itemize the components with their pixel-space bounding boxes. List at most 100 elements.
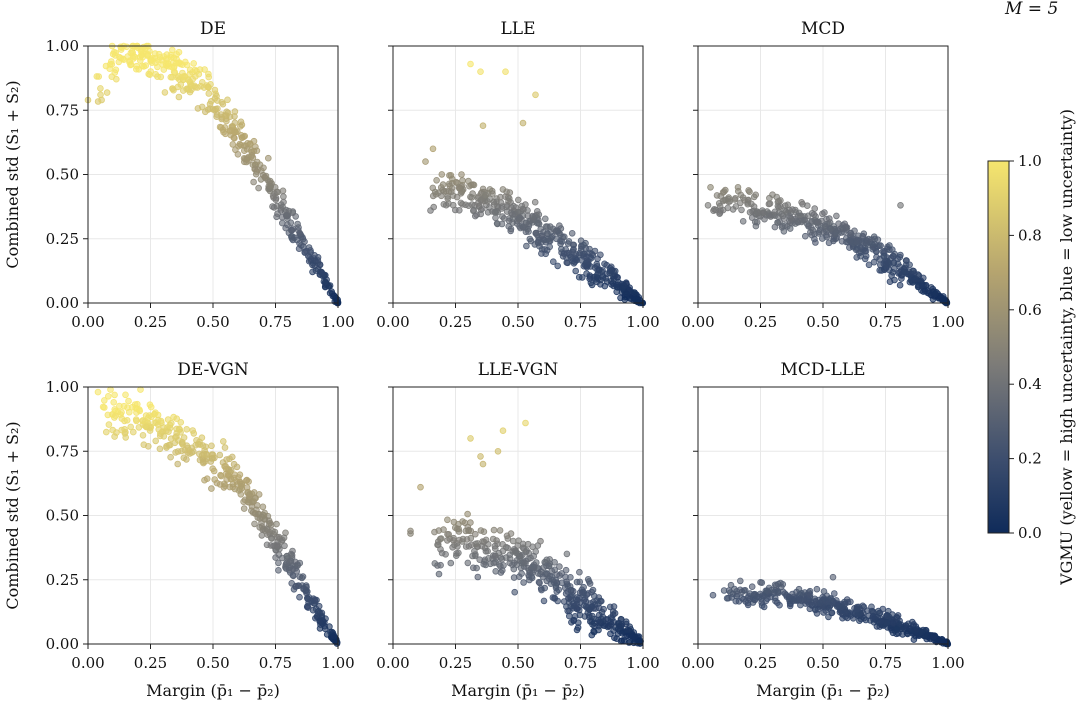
- scatter-point: [174, 460, 182, 468]
- scatter-point: [580, 241, 587, 249]
- scatter-point: [435, 570, 443, 578]
- y-tick-label: 0.00: [46, 635, 79, 653]
- scatter-point: [554, 262, 561, 270]
- scatter-point: [857, 252, 864, 260]
- scatter-point: [254, 166, 262, 173]
- scatter-point: [169, 74, 176, 81]
- scatter-point: [479, 460, 487, 468]
- panel-de-vgn: 0.000.00 0.25 0.25 0.50 0.50 0.75 0.75 1.00 1.00…: [3, 360, 355, 700]
- x-tick-label: 0.25: [134, 654, 167, 672]
- scatter-point: [474, 573, 482, 581]
- y-tick-label: 0.75: [46, 442, 79, 460]
- x-tick-label: 0.75: [564, 313, 597, 331]
- scatter-point: [719, 189, 727, 196]
- scatter-point: [931, 290, 939, 298]
- scatter-point: [251, 494, 259, 502]
- scatter-point: [457, 199, 465, 207]
- scatter-point: [191, 66, 199, 74]
- scatter-point: [592, 605, 599, 612]
- scatter-point: [467, 435, 474, 442]
- scatter-point: [458, 171, 465, 178]
- scatter-point: [886, 278, 894, 286]
- colorbar-tick-label: 1.0: [1018, 152, 1042, 170]
- scatter-point: [882, 260, 889, 268]
- scatter-point: [208, 455, 216, 462]
- scatter-point: [445, 530, 453, 538]
- scatter-point: [214, 105, 221, 112]
- scatter-point: [455, 525, 463, 533]
- scatter-point: [275, 559, 282, 567]
- scatter-point: [584, 575, 592, 583]
- colorbar-gradient: [987, 160, 1010, 534]
- scatter-point: [502, 68, 509, 75]
- scatter-point: [326, 282, 334, 289]
- scatter-point: [502, 554, 510, 561]
- scatter-point: [938, 636, 946, 643]
- scatter-point: [836, 608, 844, 616]
- scatter-point: [520, 579, 527, 586]
- x-tick-label: 0.00: [681, 313, 714, 331]
- scatter-point: [263, 541, 271, 549]
- scatter-point: [279, 187, 287, 195]
- scatter-point: [576, 568, 583, 576]
- scatter-point: [139, 431, 147, 439]
- scatter-point: [165, 428, 172, 436]
- scatter-point: [613, 273, 620, 281]
- x-tick-label: 0.25: [439, 654, 472, 672]
- y-tick-label: 0.25: [46, 571, 79, 589]
- scatter-point: [566, 607, 573, 615]
- scatter-point: [130, 428, 137, 436]
- scatter-point: [431, 560, 439, 567]
- scatter-point: [174, 448, 182, 455]
- scatter-point: [910, 636, 918, 643]
- scatter-point: [480, 560, 488, 568]
- x-tick-label: 1.00: [321, 654, 354, 672]
- panel-mcd: 0.00 0.25 0.50 0.75 1.00 MCD: [681, 19, 964, 331]
- scatter-point: [291, 234, 298, 242]
- scatter-point: [753, 208, 761, 216]
- scatter-point: [482, 191, 490, 199]
- points: [94, 386, 341, 647]
- scatter-point: [154, 73, 161, 80]
- scatter-point: [290, 572, 297, 580]
- scatter-point: [616, 623, 623, 631]
- scatter-point: [930, 632, 938, 640]
- scatter-point: [269, 192, 277, 200]
- scatter-point: [754, 593, 761, 600]
- scatter-point: [570, 603, 578, 610]
- panel-lle: 0.00 0.25 0.50 0.75 1.00 LLE: [376, 19, 659, 331]
- scatter-point: [767, 593, 774, 601]
- scatter-point: [246, 140, 254, 148]
- scatter-point: [295, 227, 302, 234]
- x-tick-label: 0.75: [869, 313, 902, 331]
- scatter-point: [522, 419, 529, 427]
- scatter-point: [427, 207, 434, 214]
- y-tick-label: 0.75: [46, 101, 79, 119]
- scatter-point: [547, 580, 555, 587]
- scatter-point: [234, 151, 242, 158]
- scatter-point: [803, 202, 811, 210]
- scatter-point: [832, 229, 840, 237]
- scatter-point: [219, 100, 227, 108]
- scatter-point: [484, 540, 492, 548]
- scatter-point: [773, 193, 780, 201]
- scatter-point: [510, 202, 517, 210]
- scatter-point: [170, 86, 177, 94]
- scatter-point: [774, 219, 781, 226]
- scatter-point: [282, 224, 290, 232]
- scatter-point: [567, 253, 574, 261]
- scatter-point: [504, 544, 512, 552]
- scatter-point: [875, 607, 882, 615]
- scatter-point: [486, 186, 494, 193]
- scatter-point: [772, 597, 779, 605]
- scatter-point: [469, 564, 477, 572]
- scatter-point: [144, 52, 151, 59]
- scatter-point: [188, 82, 196, 89]
- scatter-point: [543, 556, 550, 564]
- scatter-point: [131, 53, 139, 61]
- scatter-point: [484, 547, 491, 555]
- scatter-point: [735, 597, 743, 605]
- scatter-point: [575, 273, 583, 281]
- scatter-point: [465, 202, 472, 210]
